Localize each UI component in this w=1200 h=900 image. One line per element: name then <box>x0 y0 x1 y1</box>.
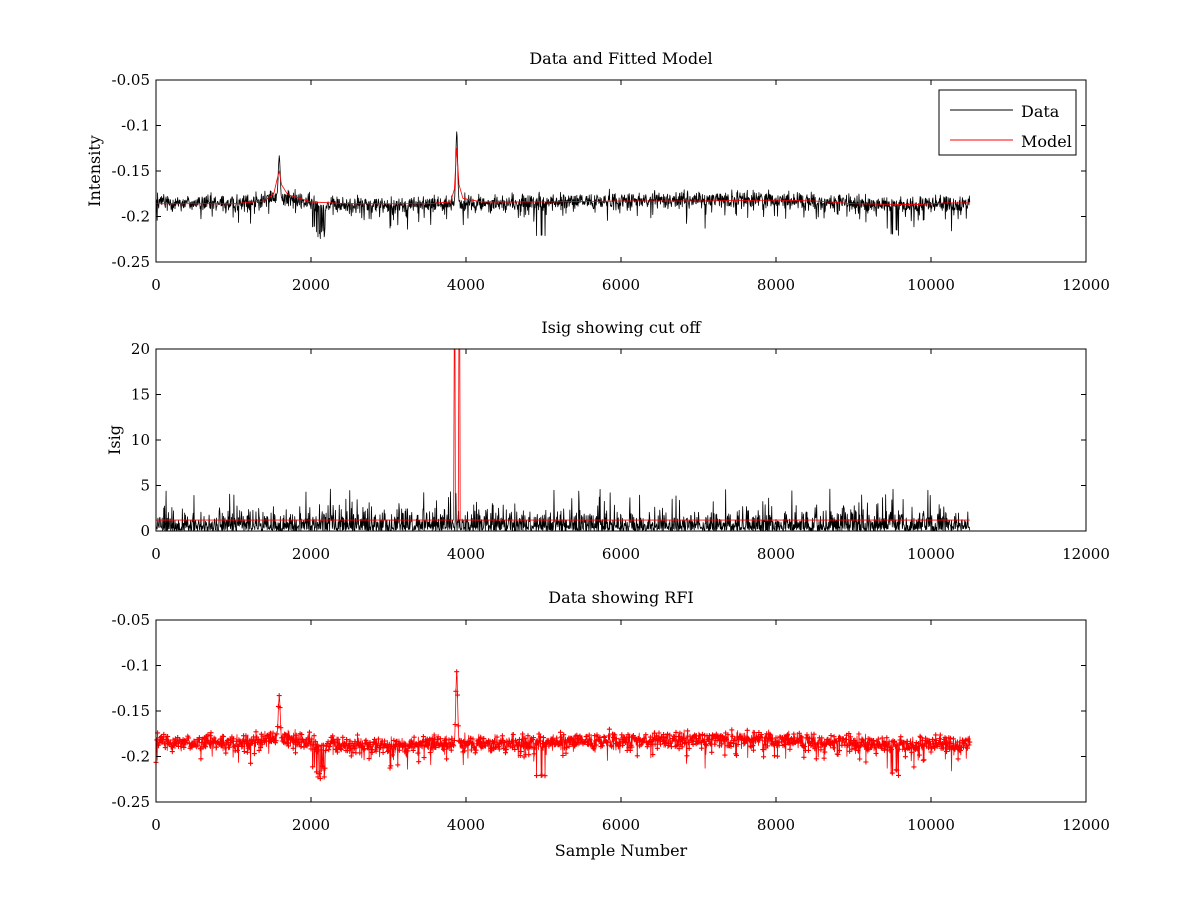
y-tick-label: 10 <box>131 431 150 449</box>
data-series-line <box>155 131 971 240</box>
x-tick-label: 0 <box>151 545 161 563</box>
x-tick-label: 12000 <box>1062 816 1110 834</box>
y-tick-label: -0.1 <box>121 657 150 675</box>
x-tick-label: 10000 <box>907 816 955 834</box>
legend-box <box>938 89 1077 156</box>
x-tick-label: 6000 <box>602 545 640 563</box>
x-tick-label: 12000 <box>1062 276 1110 294</box>
panel-1-title: Data and Fitted Model <box>529 49 712 68</box>
y-tick-label: 5 <box>140 477 150 495</box>
y-tick-label: 15 <box>131 386 150 404</box>
y-tick-label: 20 <box>131 340 150 358</box>
panel-1-ylabel: Intensity <box>85 135 104 207</box>
panel-3-ticks: 0 2000 4000 6000 8000 10000 12000 -0.05 -0.1 -0.1… <box>112 611 1110 834</box>
y-tick-label: -0.15 <box>112 162 150 180</box>
x-tick-label: 12000 <box>1062 545 1110 563</box>
x-tick-label: 10000 <box>907 545 955 563</box>
panel-2: Isig showing cut off 0 2000 4000 6000 8000 10… <box>105 318 1110 563</box>
y-tick-label: -0.2 <box>121 748 150 766</box>
y-tick-label: -0.2 <box>121 208 150 226</box>
x-tick-label: 2000 <box>292 816 330 834</box>
panel-1-ticks: 0 2000 4000 6000 8000 10000 12000 -0.05 -0.1 -0.1… <box>112 71 1110 294</box>
x-tick-label: 6000 <box>602 816 640 834</box>
panel-3-title: Data showing RFI <box>548 588 693 607</box>
x-tick-label: 8000 <box>757 545 795 563</box>
x-tick-label: 4000 <box>447 816 485 834</box>
legend-model-label: Model <box>1021 132 1072 151</box>
x-tick-label: 4000 <box>447 545 485 563</box>
y-tick-label: 0 <box>140 522 150 540</box>
x-tick-label: 10000 <box>907 276 955 294</box>
y-tick-label: -0.25 <box>112 253 150 271</box>
y-tick-label: -0.05 <box>112 611 150 629</box>
panel-1-legend: Data Model <box>938 89 1077 156</box>
y-tick-label: -0.05 <box>112 71 150 89</box>
x-tick-label: 8000 <box>757 276 795 294</box>
panel-2-ticks: 0 2000 4000 6000 8000 10000 12000 0 5 10 15 20 <box>131 340 1110 563</box>
x-tick-label: 4000 <box>447 276 485 294</box>
panel-1: Data and Fitted Model 0 2000 4000 6000 8000 1… <box>85 49 1110 294</box>
panel-2-ylabel: Isig <box>105 425 124 455</box>
panel-3: Data showing RFI 0 2000 4000 6000 8000 10000 1… <box>112 588 1110 860</box>
isig-series-line <box>155 488 971 532</box>
cutoff-series-line <box>156 348 970 521</box>
x-tick-label: 6000 <box>602 276 640 294</box>
panel-3-series <box>153 669 973 782</box>
x-tick-label: 8000 <box>757 816 795 834</box>
y-tick-label: -0.25 <box>112 793 150 811</box>
model-series-line <box>156 147 970 206</box>
legend-data-label: Data <box>1021 102 1060 121</box>
x-tick-label: 0 <box>151 276 161 294</box>
x-tick-label: 0 <box>151 816 161 834</box>
panel-2-series <box>155 348 971 532</box>
panel-2-title: Isig showing cut off <box>541 318 702 337</box>
panel-1-series <box>155 131 971 240</box>
x-tick-label: 2000 <box>292 545 330 563</box>
panel-3-xlabel: Sample Number <box>555 841 688 860</box>
x-tick-label: 2000 <box>292 276 330 294</box>
y-tick-label: -0.1 <box>121 117 150 135</box>
y-tick-label: -0.15 <box>112 702 150 720</box>
